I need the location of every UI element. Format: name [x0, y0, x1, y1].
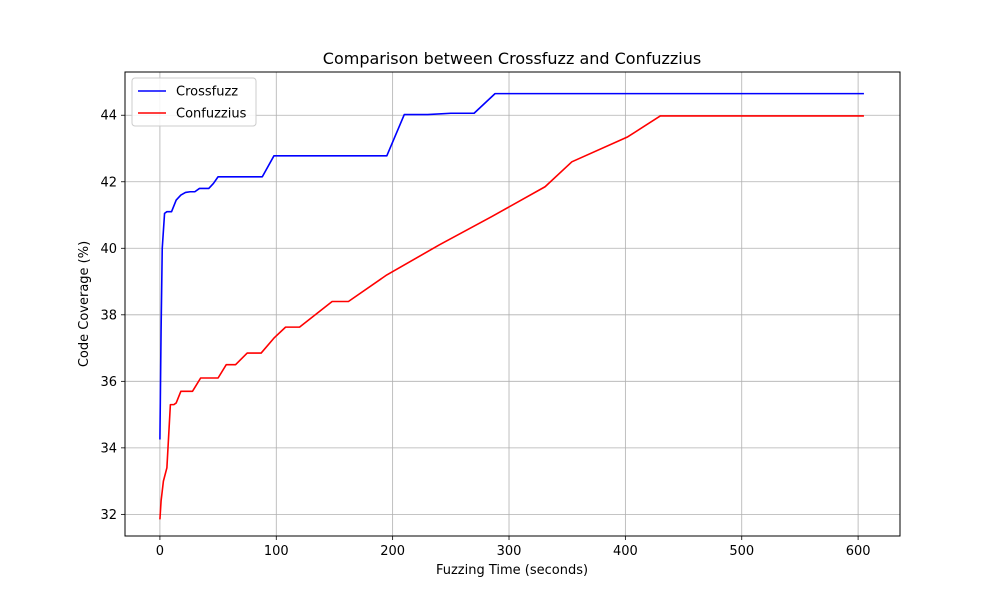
- x-axis-ticks: 0 100 200 300 400 500 600: [156, 536, 871, 559]
- plot-area-frame: [124, 71, 901, 537]
- legend: Crossfuzz Confuzzius: [131, 77, 257, 127]
- series-line-confuzzius: [159, 115, 864, 520]
- x-tick-label: 500: [729, 544, 754, 559]
- y-axis-ticks: 32 34 36 38 40 42 44: [100, 109, 125, 523]
- y-tick-label: 40: [100, 242, 117, 257]
- x-tick-label: 100: [264, 544, 289, 559]
- legend-label: Confuzzius: [176, 107, 247, 122]
- legend-label: Crossfuzz: [176, 85, 238, 100]
- x-tick-label: 300: [497, 544, 522, 559]
- chart-title: Comparison between Crossfuzz and Confuzz…: [323, 49, 701, 68]
- legend-box: [131, 77, 257, 127]
- series-line-crossfuzz: [159, 92, 864, 440]
- x-tick-label: 200: [380, 544, 405, 559]
- y-tick-label: 38: [100, 308, 117, 323]
- series-layer: [159, 92, 864, 520]
- y-tick-label: 36: [100, 375, 117, 390]
- y-tick-label: 32: [100, 508, 117, 523]
- y-axis-label: Code Coverage (%): [77, 241, 92, 367]
- y-tick-label: 34: [100, 441, 117, 456]
- y-tick-label: 44: [100, 109, 117, 124]
- y-tick-label: 42: [100, 175, 117, 190]
- grid-lines: [125, 72, 900, 536]
- x-tick-label: 600: [846, 544, 871, 559]
- x-axis-label: Fuzzing Time (seconds): [436, 563, 588, 578]
- x-tick-label: 400: [613, 544, 638, 559]
- x-tick-label: 0: [156, 544, 164, 559]
